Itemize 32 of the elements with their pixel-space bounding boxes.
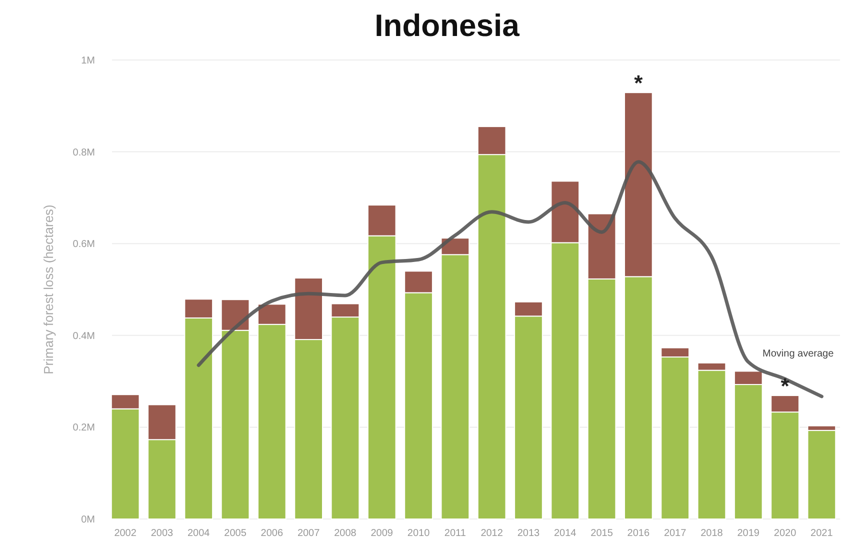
x-tick-label: 2006 [260, 528, 284, 539]
x-tick-label: 2008 [334, 528, 357, 539]
y-axis-title: Primary forest loss (hectares) [41, 204, 56, 374]
chart-title: Indonesia [374, 8, 520, 43]
x-tick-label: 2002 [114, 528, 137, 539]
y-tick-label: 0.4M [72, 330, 95, 342]
x-tick-label: 2007 [297, 528, 320, 539]
annotation: * [780, 374, 790, 399]
y-tick-label: 1M [81, 56, 95, 66]
x-tick-label: 2018 [700, 528, 724, 539]
x-tick-label: 2004 [188, 528, 210, 539]
x-tick-label: 2012 [480, 528, 504, 539]
x-tick-label: 2010 [407, 528, 430, 539]
annotation: * [634, 70, 644, 96]
x-tick-label: 2015 [590, 528, 614, 539]
x-tick-label: 2009 [370, 528, 394, 539]
x-tick-label: 2013 [517, 528, 540, 539]
x-tick-label: 2020 [774, 528, 797, 539]
x-tick-label: 2005 [224, 528, 247, 539]
x-tick-label: 2011 [444, 528, 466, 539]
x-tick-label: 2019 [737, 528, 760, 539]
y-tick-label: 0.6M [72, 239, 95, 250]
x-tick-label: 2021 [810, 528, 834, 539]
x-tick-label: 2003 [150, 528, 174, 539]
x-tick-label: 2014 [554, 528, 577, 539]
y-tick-label: 0.8M [72, 147, 95, 158]
y-tick-label: 0M [81, 514, 95, 526]
x-tick-label: 2017 [664, 528, 687, 539]
x-tick-label: 2016 [627, 528, 650, 539]
y-tick-label: 0.2M [72, 422, 95, 434]
series-label: Moving average [762, 348, 834, 360]
bar [807, 430, 836, 520]
